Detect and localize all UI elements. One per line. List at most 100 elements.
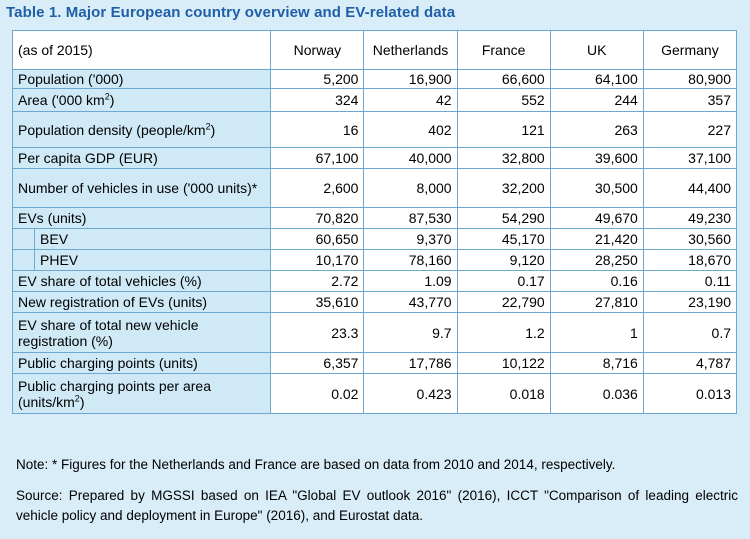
table-cell: 16: [270, 111, 365, 148]
table-cell: 67,100: [270, 147, 365, 169]
superscript: 2: [205, 120, 211, 131]
table-cell: 121: [456, 111, 551, 148]
footnote: Note: * Figures for the Netherlands and …: [16, 457, 616, 472]
table-cell: 0.423: [363, 373, 458, 414]
table-cell: 32,200: [456, 168, 551, 208]
table-cell: 28,250: [549, 249, 644, 271]
table-row: Public charging points per area (units/k…: [11, 373, 738, 414]
table-row: EVs (units) 70,820 87,530 54,290 49,670 49,23…: [11, 207, 738, 229]
row-label-text: BEV: [40, 231, 69, 247]
table-cell: 39,600: [549, 147, 644, 169]
table-cell: 2.72: [270, 270, 365, 292]
table-row: EV share of total vehicles (%) 2.72 1.09 0.…: [11, 270, 738, 292]
table-cell: 40,000: [363, 147, 458, 169]
row-label: Public charging points (units): [11, 352, 272, 374]
table-cell: 42: [363, 88, 458, 112]
table-row: Area ('000 km2) 324 42 552 244 357: [11, 88, 738, 112]
table-cell: 0.11: [642, 270, 738, 292]
row-label: BEV: [34, 228, 272, 250]
table-title: Table 1. Major European country overview…: [6, 4, 456, 21]
table-cell: 8,000: [363, 168, 458, 208]
table-row: Number of vehicles in use ('000 units)* 2…: [11, 168, 738, 208]
row-label-text: EV share of total vehicles (%): [18, 273, 202, 289]
table-cell: 0.013: [642, 373, 738, 414]
row-label-text: Public charging points per area (units/k…: [18, 377, 212, 410]
table-cell: 2,600: [270, 168, 365, 208]
table-cell: 5,200: [270, 69, 365, 89]
header-row: (as of 2015) Norway Netherlands France U…: [11, 30, 738, 70]
row-label: Population ('000): [11, 69, 272, 89]
table-cell: 27,810: [549, 291, 644, 313]
table-cell: 30,560: [642, 228, 738, 250]
table-cell: 45,170: [456, 228, 551, 250]
row-label: EV share of total vehicles (%): [11, 270, 272, 292]
table-cell: 4,787: [642, 352, 738, 374]
table-cell: 0.7: [642, 312, 738, 353]
row-label-text: Public charging points (units): [18, 355, 198, 371]
country-ev-table: (as of 2015) Norway Netherlands France U…: [11, 30, 738, 414]
table-cell: 87,530: [363, 207, 458, 229]
row-label-text: New registration of EVs (units): [18, 294, 208, 310]
row-label: Per capita GDP (EUR): [11, 147, 272, 169]
table-cell: 357: [642, 88, 738, 112]
row-label-text: Area ('000 km: [18, 92, 105, 108]
row-label-text: Number of vehicles in use ('000 units)*: [18, 180, 258, 196]
table-cell: 10,122: [456, 352, 551, 374]
table-cell: 9,370: [363, 228, 458, 250]
table-cell: 70,820: [270, 207, 365, 229]
superscript: 2: [74, 392, 80, 403]
table-cell: 80,900: [642, 69, 738, 89]
table-row: Public charging points (units) 6,357 17,78…: [11, 352, 738, 374]
table-cell: 324: [270, 88, 365, 112]
column-header-france: France: [456, 30, 551, 70]
table-cell: 0.036: [549, 373, 644, 414]
table-row: Per capita GDP (EUR) 67,100 40,000 32,800 39…: [11, 147, 738, 169]
row-label-suffix: ): [79, 393, 85, 410]
table-cell: 6,357: [270, 352, 365, 374]
table-cell: 64,100: [549, 69, 644, 89]
table-cell: 49,670: [549, 207, 644, 229]
table-cell: 1.09: [363, 270, 458, 292]
column-header-uk: UK: [549, 30, 644, 70]
table-cell: 37,100: [642, 147, 738, 169]
table-row: Population ('000) 5,200 16,900 66,600 64,100…: [11, 69, 738, 89]
table-cell: 54,290: [456, 207, 551, 229]
table-body: Population ('000) 5,200 16,900 66,600 64,100…: [11, 69, 738, 414]
column-header-netherlands: Netherlands: [363, 30, 458, 70]
table-cell: 402: [363, 111, 458, 148]
row-label-suffix: ): [109, 92, 115, 108]
table-cell: 23,190: [642, 291, 738, 313]
table-cell: 0.16: [549, 270, 644, 292]
row-label: Population density (people/km2): [11, 111, 272, 148]
superscript: 2: [104, 91, 110, 102]
table-cell: 60,650: [270, 228, 365, 250]
table-cell: 22,790: [456, 291, 551, 313]
table-cell: 8,716: [549, 352, 644, 374]
table-row: PHEV 10,170 78,160 9,120 28,250 18,670: [11, 249, 738, 271]
table-cell: 23.3: [270, 312, 365, 353]
row-label: PHEV: [34, 249, 272, 271]
row-label: EVs (units): [11, 207, 272, 229]
table-cell: 552: [456, 88, 551, 112]
table-row: EV share of total new vehicle registrati…: [11, 312, 738, 353]
table-cell: 78,160: [363, 249, 458, 271]
table-cell: 44,400: [642, 168, 738, 208]
table-cell: 1.2: [456, 312, 551, 353]
table-row: New registration of EVs (units) 35,610 43,…: [11, 291, 738, 313]
row-label-text: Population density (people/km: [18, 121, 206, 138]
table-cell: 10,170: [270, 249, 365, 271]
table-cell: 263: [549, 111, 644, 148]
row-label-text: EVs (units): [18, 210, 87, 226]
row-label-text: Per capita GDP (EUR): [18, 150, 158, 166]
column-header-norway: Norway: [270, 30, 365, 70]
table-cell: 0.02: [270, 373, 365, 414]
table-cell: 21,420: [549, 228, 644, 250]
source-text: Source: Prepared by MGSSI based on IEA "…: [16, 488, 738, 523]
table-cell: 244: [549, 88, 644, 112]
table-cell: 9,120: [456, 249, 551, 271]
table-cell: 0.018: [456, 373, 551, 414]
table-cell: 9.7: [363, 312, 458, 353]
indent-spacer: [11, 228, 36, 250]
row-label-suffix: ): [210, 121, 216, 138]
as-of-label: (as of 2015): [11, 30, 272, 70]
